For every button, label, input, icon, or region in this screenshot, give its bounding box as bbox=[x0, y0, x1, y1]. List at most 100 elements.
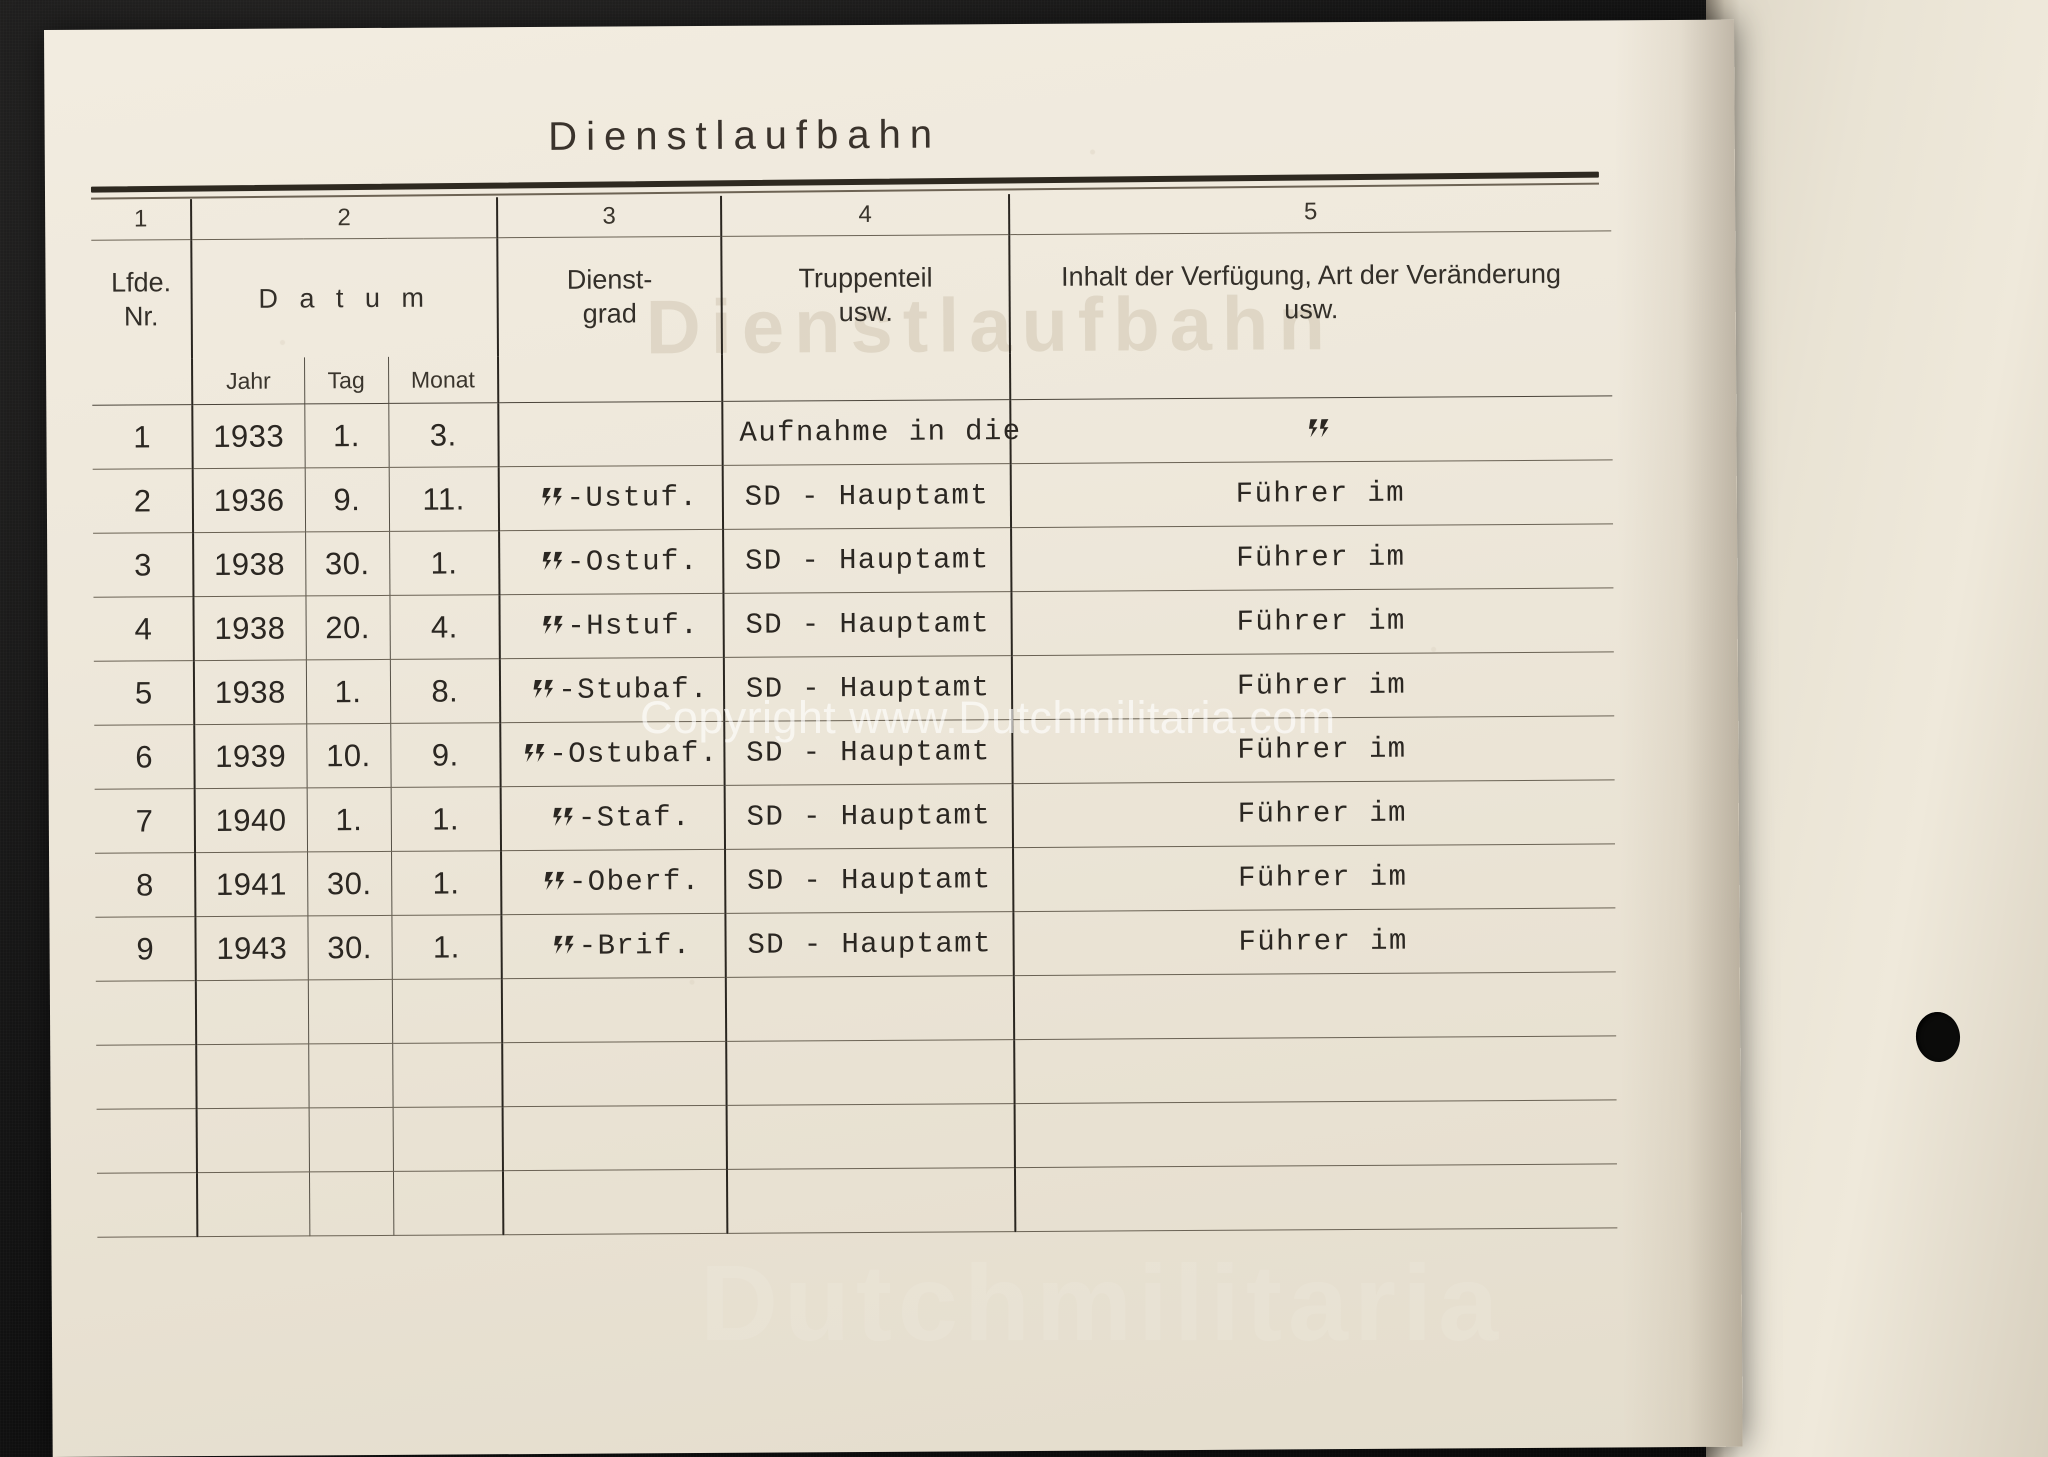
table-row[interactable] bbox=[96, 1035, 1617, 1110]
cell-tag-12 bbox=[308, 1107, 393, 1172]
cell-tag-8-text: 30. bbox=[326, 865, 372, 901]
cell-dienstgrad-2-text: -Ustuf. bbox=[566, 481, 699, 515]
cell-jahr-8-text: 1941 bbox=[215, 866, 288, 902]
cell-jahr-6-text: 1939 bbox=[215, 738, 287, 774]
table-row[interactable] bbox=[95, 971, 1617, 1046]
header-lfde-line2: Nr. bbox=[123, 301, 159, 332]
cell-lfde-nr-3: 3 bbox=[93, 532, 194, 598]
cell-monat-7: 1. bbox=[390, 786, 502, 852]
cell-monat-1: 3. bbox=[388, 402, 499, 468]
cell-lfde-nr-9-text: 9 bbox=[136, 930, 154, 966]
header-datum: D a t u m bbox=[191, 237, 499, 359]
colnum-2: 2 bbox=[191, 197, 498, 240]
cell-lfde-nr-3-text: 3 bbox=[134, 546, 152, 582]
cell-monat-3-text: 1. bbox=[430, 544, 458, 581]
cell-dienstgrad-7-text: -Staf. bbox=[577, 801, 691, 835]
table-row[interactable]: 6 1939 10. 9. -Ostubaf. SD - Hauptamt Führer i… bbox=[94, 715, 1615, 790]
cell-monat-4: 4. bbox=[389, 594, 500, 660]
cell-dienstgrad-7: -Staf. bbox=[500, 785, 726, 851]
cell-tag-7: 1. bbox=[306, 787, 392, 852]
cell-lfde-nr-6: 6 bbox=[94, 724, 195, 790]
cell-tag-2: 9. bbox=[304, 467, 390, 532]
cell-lfde-nr-4-text: 4 bbox=[134, 610, 152, 646]
cell-dienstgrad-8: -Oberf. bbox=[501, 849, 726, 915]
cell-truppenteil-1: Aufnahme in die bbox=[722, 399, 1022, 466]
table-row[interactable]: 7 1940 1. 1. -Staf. SD - Hauptamt Führer im bbox=[94, 779, 1616, 854]
service-record-rows: 1 1933 1. 3. Aufnahme in die 2 1936 9. 11. -Ustuf… bbox=[92, 395, 1618, 1238]
cell-monat-11 bbox=[392, 1042, 503, 1108]
cell-truppenteil-6: SD - Hauptamt bbox=[724, 719, 1013, 786]
cell-inhalt-4: Führer im bbox=[1011, 587, 1614, 656]
cell-dienstgrad-3: -Ostuf. bbox=[499, 529, 724, 595]
service-record-table-wrap: 1 2 3 4 5 Lfde. Nr. D a t u m bbox=[91, 190, 1618, 1238]
cell-dienstgrad-9: -Brif. bbox=[501, 913, 726, 979]
cell-tag-8: 30. bbox=[307, 851, 392, 916]
ss-runes-icon bbox=[540, 484, 566, 510]
colnum-5: 5 bbox=[1009, 190, 1612, 235]
cell-truppenteil-9-text: SD - Hauptamt bbox=[747, 927, 992, 962]
cell-inhalt-3: Führer im bbox=[1011, 523, 1614, 592]
cell-truppenteil-4-text: SD - Hauptamt bbox=[745, 607, 990, 642]
colnum-3: 3 bbox=[497, 195, 722, 238]
cell-inhalt-1 bbox=[1010, 395, 1613, 464]
cell-truppenteil-8-text: SD - Hauptamt bbox=[746, 863, 992, 898]
cell-jahr-6: 1939 bbox=[194, 723, 307, 789]
cell-truppenteil-9: SD - Hauptamt bbox=[725, 911, 1014, 978]
cell-dienstgrad-5-text: -Stubaf. bbox=[558, 672, 709, 707]
cell-dienstgrad-6-text: -Ostubaf. bbox=[549, 736, 719, 771]
cell-truppenteil-4: SD - Hauptamt bbox=[723, 591, 1012, 658]
cell-dienstgrad-1 bbox=[498, 401, 723, 467]
cell-dienstgrad-10 bbox=[501, 977, 727, 1043]
ss-runes-icon bbox=[552, 932, 578, 958]
cell-monat-6-text: 9. bbox=[431, 736, 459, 773]
cell-truppenteil-7: SD - Hauptamt bbox=[724, 783, 1014, 850]
cell-inhalt-2: Führer im bbox=[1010, 459, 1614, 528]
cell-lfde-nr-2: 2 bbox=[92, 468, 194, 534]
cell-inhalt-11 bbox=[1014, 1035, 1617, 1104]
cell-tag-4: 20. bbox=[305, 595, 390, 660]
table-row[interactable]: 2 1936 9. 11. -Ustuf. SD - Hauptamt Führer im bbox=[92, 459, 1614, 534]
cell-inhalt-8: Führer im bbox=[1013, 843, 1616, 912]
subheader-spacer-truppenteil bbox=[722, 353, 1011, 402]
header-inhalt-line1: Inhalt der Verfügung, Art der Veränderun… bbox=[1061, 258, 1562, 292]
cell-truppenteil-2-text: SD - Hauptamt bbox=[744, 479, 990, 514]
cell-tag-3: 30. bbox=[305, 531, 390, 596]
subheader-tag: Tag bbox=[304, 356, 389, 404]
subheader-monat: Monat bbox=[388, 356, 499, 404]
table-row[interactable]: 8 1941 30. 1. -Oberf. SD - Hauptamt Führer im bbox=[95, 843, 1616, 918]
cell-truppenteil-8: SD - Hauptamt bbox=[725, 847, 1014, 914]
cell-inhalt-2-text: Führer im bbox=[1235, 476, 1406, 511]
cell-truppenteil-7-text: SD - Hauptamt bbox=[746, 799, 992, 834]
header-dienstgrad: Dienst- grad bbox=[497, 236, 723, 357]
cell-dienstgrad-4-text: -Hstuf. bbox=[567, 609, 700, 643]
cell-truppenteil-2: SD - Hauptamt bbox=[722, 463, 1012, 530]
cell-tag-5-text: 1. bbox=[334, 673, 362, 709]
cell-inhalt-9-text: Führer im bbox=[1238, 924, 1408, 959]
cell-jahr-12 bbox=[196, 1107, 309, 1173]
table-row[interactable]: 3 1938 30. 1. -Ostuf. SD - Hauptamt Führer im bbox=[93, 523, 1614, 598]
cell-lfde-nr-8-text: 8 bbox=[135, 866, 154, 902]
cell-monat-7-text: 1. bbox=[432, 800, 460, 837]
cell-dienstgrad-8-text: -Oberf. bbox=[568, 865, 701, 899]
cell-dienstgrad-6: -Ostubaf. bbox=[500, 721, 725, 787]
cell-jahr-3-text: 1938 bbox=[213, 546, 286, 582]
table-row[interactable]: 4 1938 20. 4. -Hstuf. SD - Hauptamt Führer im bbox=[93, 587, 1614, 662]
header-truppenteil: Truppenteil usw. bbox=[721, 234, 1011, 355]
cell-lfde-nr-5-text: 5 bbox=[134, 674, 153, 710]
table-row[interactable] bbox=[96, 1163, 1618, 1238]
cell-monat-5: 8. bbox=[389, 658, 501, 724]
cell-tag-1: 1. bbox=[304, 403, 389, 468]
cell-inhalt-6: Führer im bbox=[1012, 715, 1615, 784]
cell-inhalt-10 bbox=[1013, 971, 1617, 1040]
ss-runes-icon bbox=[531, 676, 557, 702]
cell-jahr-2-text: 1936 bbox=[213, 482, 285, 518]
cell-dienstgrad-5: -Stubaf. bbox=[499, 657, 725, 723]
table-row[interactable]: 5 1938 1. 8. -Stubaf. SD - Hauptamt Führer im bbox=[93, 651, 1615, 726]
table-row[interactable] bbox=[96, 1099, 1617, 1174]
cell-jahr-5-text: 1938 bbox=[214, 674, 286, 710]
header-dienstgrad-line1: Dienst- bbox=[566, 264, 653, 295]
table-row[interactable]: 1 1933 1. 3. Aufnahme in die bbox=[92, 395, 1613, 470]
table-row[interactable]: 9 1943 30. 1. -Brif. SD - Hauptamt Führer im bbox=[95, 907, 1616, 982]
header-dienstgrad-line2: grad bbox=[582, 298, 637, 329]
cell-tag-10 bbox=[307, 979, 393, 1044]
